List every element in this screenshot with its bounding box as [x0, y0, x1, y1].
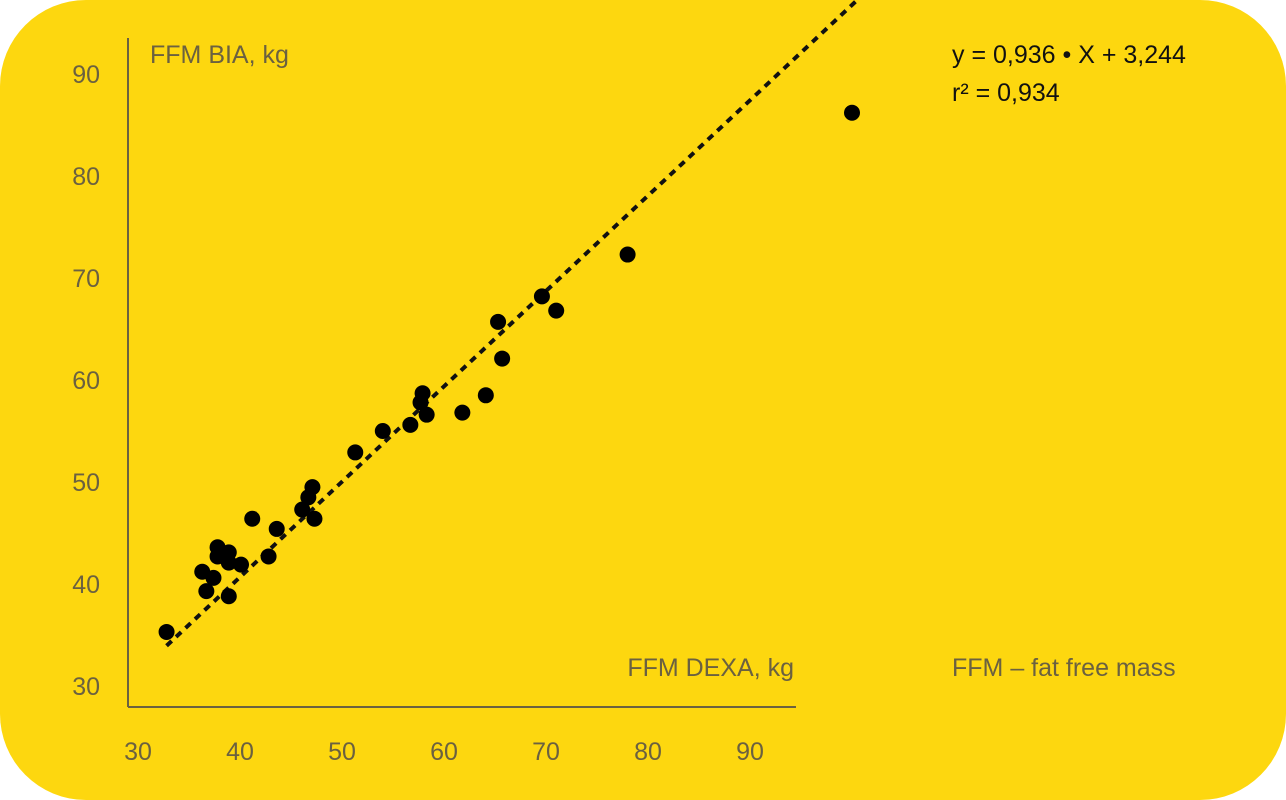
trend-line: [165, 0, 861, 648]
data-point: [494, 350, 511, 367]
data-point: [414, 385, 431, 402]
x-tick-label: 80: [634, 738, 662, 766]
data-point: [490, 313, 507, 330]
x-tick-label: 50: [328, 738, 356, 766]
y-tick-labels: 30 40 50 60 70 80 90: [72, 61, 100, 701]
data-point: [418, 406, 435, 423]
data-point: [220, 544, 237, 561]
abbreviation-note: FFM – fat free mass: [952, 654, 1176, 682]
data-point: [374, 423, 391, 439]
x-tick-label: 90: [736, 738, 764, 766]
y-axis-label: FFM BIA, kg: [150, 41, 289, 69]
data-point: [844, 104, 860, 121]
data-point: [454, 404, 471, 421]
data-point: [347, 444, 364, 461]
y-tick-label: 90: [72, 61, 100, 89]
data-point: [306, 510, 323, 527]
data-point: [294, 501, 311, 518]
x-tick-labels: 30 40 50 60 70 80 90: [124, 738, 764, 766]
x-axis-label: FFM DEXA, kg: [627, 654, 794, 682]
y-tick-label: 50: [72, 469, 100, 497]
data-point: [233, 556, 250, 573]
y-tick-label: 40: [72, 571, 100, 599]
data-point: [533, 288, 550, 305]
data-point: [619, 246, 636, 263]
data-point: [158, 623, 175, 640]
data-point: [198, 583, 215, 600]
y-tick-label: 30: [72, 673, 100, 701]
x-tick-label: 30: [124, 738, 152, 766]
data-point: [402, 416, 419, 433]
y-tick-label: 80: [72, 163, 100, 191]
x-tick-label: 70: [532, 738, 560, 766]
data-point: [304, 479, 321, 496]
data-point: [260, 548, 277, 565]
data-point: [548, 302, 565, 319]
data-point: [268, 520, 285, 537]
data-point: [220, 588, 237, 605]
x-tick-label: 60: [430, 738, 458, 766]
data-point: [244, 510, 261, 527]
data-point: [477, 387, 494, 404]
y-tick-label: 70: [72, 265, 100, 293]
x-tick-label: 40: [226, 738, 254, 766]
regression-equation: y = 0,936 • X + 3,244: [952, 41, 1186, 69]
data-points: [158, 104, 860, 640]
r-squared-label: r² = 0,934: [952, 79, 1060, 107]
data-point: [205, 569, 222, 586]
y-tick-label: 60: [72, 367, 100, 395]
